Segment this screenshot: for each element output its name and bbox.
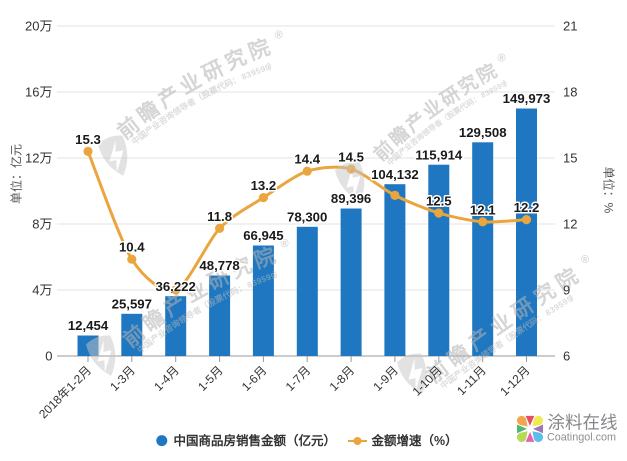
svg-text:14.4: 14.4 (294, 152, 320, 167)
svg-text:®: ® (275, 30, 283, 42)
svg-text:9: 9 (259, 63, 267, 74)
svg-text:48,778: 48,778 (199, 258, 239, 273)
svg-text:9: 9 (565, 293, 574, 304)
svg-text:14.5: 14.5 (338, 150, 364, 165)
svg-text:9: 9 (265, 272, 273, 283)
svg-text:3: 3 (245, 69, 253, 80)
svg-text:5: 5 (556, 299, 566, 310)
svg-text:：: ： (236, 282, 248, 294)
svg-text:12万: 12万 (25, 151, 52, 166)
svg-text:5: 5 (254, 65, 262, 76)
svg-text:金额增速（%）: 金额增速（%） (371, 433, 458, 448)
svg-text:149,973: 149,973 (503, 91, 551, 106)
svg-text:9: 9 (264, 62, 272, 73)
svg-text:21: 21 (563, 19, 577, 34)
svg-text:9: 9 (487, 86, 495, 96)
svg-text:单位：%: 单位：% (602, 167, 617, 214)
svg-text:9: 9 (249, 67, 257, 78)
svg-text:3: 3 (548, 304, 558, 315)
svg-text:8: 8 (479, 90, 487, 100)
svg-text:码: 码 (465, 97, 476, 109)
svg-text:8: 8 (543, 307, 553, 318)
svg-text:）: ） (267, 60, 278, 72)
svg-text:）: ） (502, 76, 513, 88)
svg-text:5: 5 (491, 83, 500, 93)
svg-text:20万: 20万 (25, 19, 52, 34)
svg-text:Coatingol.com: Coatingol.com (547, 432, 616, 444)
svg-text:104,132: 104,132 (371, 167, 419, 182)
svg-text:0: 0 (45, 349, 52, 364)
svg-text:9: 9 (269, 270, 277, 281)
svg-text:3: 3 (250, 277, 258, 288)
svg-text:66,945: 66,945 (243, 228, 283, 243)
svg-text:12,454: 12,454 (68, 318, 109, 333)
svg-text:®: ® (280, 238, 288, 250)
svg-text:9: 9 (495, 82, 503, 92)
svg-text:）: ） (272, 268, 283, 280)
svg-text:115,914: 115,914 (415, 147, 463, 162)
svg-text:单位：亿元: 单位：亿元 (9, 144, 24, 204)
svg-text:13.2: 13.2 (251, 178, 277, 193)
svg-text:15: 15 (563, 151, 577, 166)
svg-text:9: 9 (563, 283, 570, 298)
svg-text:25,597: 25,597 (112, 297, 152, 312)
svg-text:5: 5 (260, 273, 268, 284)
svg-text:®: ® (498, 52, 506, 64)
svg-text:16万: 16万 (25, 85, 52, 100)
svg-text:9: 9 (560, 296, 569, 307)
svg-text:9: 9 (255, 275, 263, 286)
svg-text:®: ® (581, 254, 589, 266)
svg-text:18: 18 (563, 85, 577, 100)
svg-text:12: 12 (563, 217, 577, 232)
svg-text:6: 6 (563, 349, 570, 364)
svg-text:8: 8 (240, 71, 248, 82)
svg-text:10.4: 10.4 (119, 240, 145, 255)
svg-text:8万: 8万 (32, 217, 52, 232)
svg-text:89,396: 89,396 (331, 191, 371, 206)
svg-text:12.5: 12.5 (426, 194, 452, 209)
svg-text:：: ： (471, 93, 482, 105)
svg-text:9: 9 (552, 301, 562, 312)
svg-text:3: 3 (483, 88, 491, 98)
svg-text:11.8: 11.8 (207, 209, 232, 224)
svg-text:15.3: 15.3 (75, 132, 101, 147)
svg-text:：: ： (230, 73, 242, 85)
svg-text:涂料在线: 涂料在线 (548, 413, 618, 433)
svg-text:129,508: 129,508 (459, 125, 507, 140)
svg-text:4万: 4万 (32, 283, 52, 298)
svg-text:9: 9 (500, 80, 508, 90)
svg-text:12.1: 12.1 (470, 202, 496, 217)
svg-text:8: 8 (246, 279, 254, 290)
svg-text:36,222: 36,222 (156, 279, 196, 294)
svg-text:12.2: 12.2 (514, 200, 540, 215)
svg-text:导: 导 (427, 122, 439, 134)
svg-text:中国商品房销售金额（亿元）: 中国商品房销售金额（亿元） (174, 433, 337, 448)
svg-text:78,300: 78,300 (287, 210, 327, 225)
